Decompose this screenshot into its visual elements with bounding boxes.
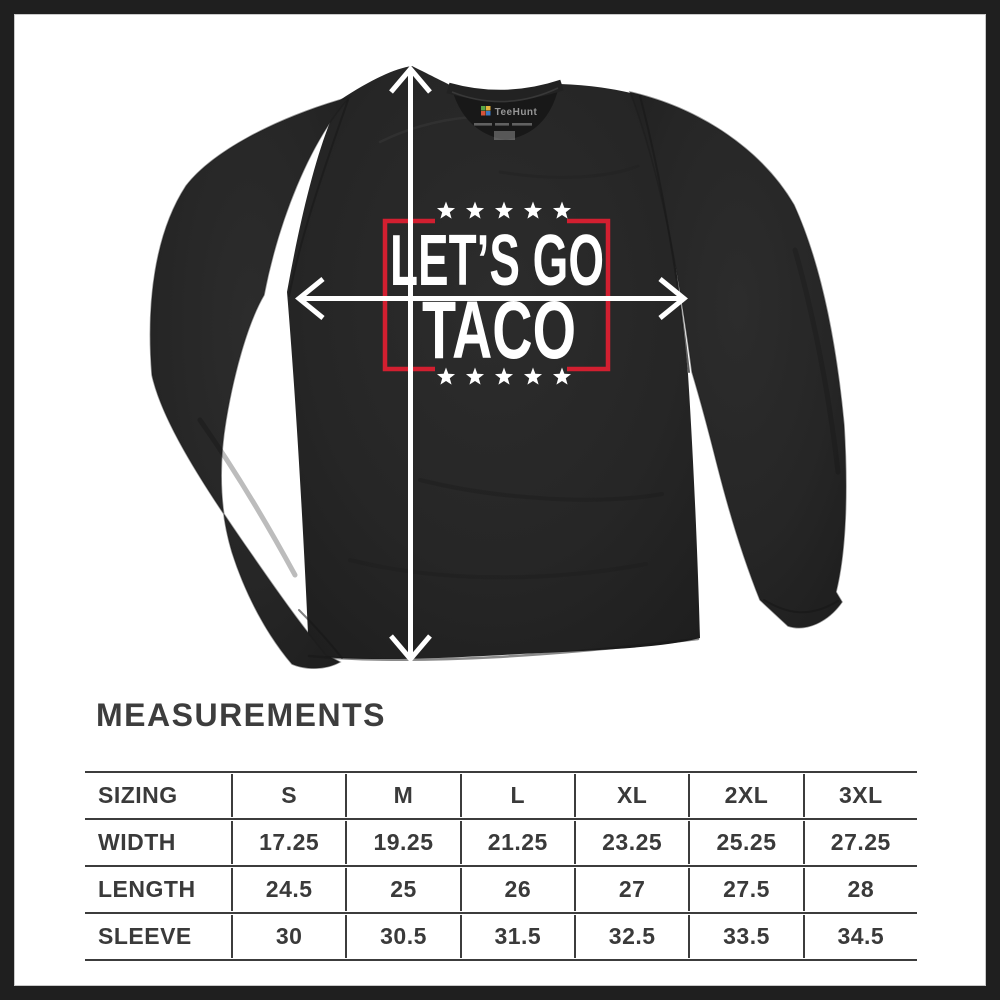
cell-value: 24.5	[231, 868, 345, 911]
design-text-line1: LET’S GO	[390, 221, 604, 301]
cell-value: 27.5	[688, 868, 802, 911]
arrow-left-icon	[295, 277, 325, 320]
table-row-length: LENGTH 24.5 25 26 27 27.5 28	[85, 865, 917, 912]
cell-value: 27.25	[802, 821, 917, 864]
label-fine-print	[474, 123, 492, 126]
label-fine-print	[512, 123, 532, 126]
cell-value: 32.5	[574, 915, 688, 958]
arrow-down-icon	[389, 634, 432, 663]
row-label: SLEEVE	[98, 923, 192, 949]
brand-logo-icon	[481, 111, 486, 116]
width-measure-arrow	[295, 277, 688, 320]
table-row-sleeve: SLEEVE 30 30.5 31.5 32.5 33.5 34.5	[85, 912, 917, 961]
shirt-collar	[446, 79, 564, 140]
cell-value: 30.5	[345, 915, 459, 958]
cell-value: 26	[459, 868, 574, 911]
shirt-left-sleeve	[149, 95, 353, 669]
measurements-heading: MEASUREMENTS	[96, 697, 387, 733]
label-fine-print	[495, 123, 509, 126]
table-row-width: WIDTH 17.25 19.25 21.25 23.25 25.25 27.2…	[85, 818, 917, 865]
shirt-body	[287, 66, 700, 660]
shirt-right-sleeve	[628, 90, 847, 629]
column-header-l: L	[459, 774, 574, 817]
row-label: WIDTH	[98, 829, 176, 855]
column-header-sizing: SIZING	[98, 782, 178, 808]
collar-seam	[451, 87, 559, 103]
cell-value: 30	[231, 915, 345, 958]
cell-value: 21.25	[459, 821, 574, 864]
length-measure-arrow	[389, 65, 432, 663]
cell-value: 28	[802, 868, 917, 911]
label-size-tag	[494, 131, 515, 140]
arrow-right-icon	[658, 277, 688, 320]
cell-value: 19.25	[345, 821, 459, 864]
column-header-3xl: 3XL	[802, 774, 917, 817]
row-label: LENGTH	[98, 876, 196, 902]
neck-label: TeeHunt	[474, 106, 538, 140]
column-header-s: S	[231, 774, 345, 817]
size-chart-table: SIZING S M L XL 2XL 3XL WIDTH 17.25 19.2…	[85, 771, 917, 961]
cell-value: 33.5	[688, 915, 802, 958]
cell-value: 25	[345, 868, 459, 911]
cell-value: 27	[574, 868, 688, 911]
collar-band	[446, 79, 564, 101]
column-header-m: M	[345, 774, 459, 817]
shirt: TeeHunt	[149, 66, 847, 669]
brand-logo-icon	[486, 106, 491, 111]
brand-logo-icon	[486, 111, 491, 116]
cell-value: 17.25	[231, 821, 345, 864]
neck-label-brand: TeeHunt	[495, 107, 538, 118]
cell-value: 23.25	[574, 821, 688, 864]
cell-value: 34.5	[802, 915, 917, 958]
column-header-2xl: 2XL	[688, 774, 802, 817]
arrow-up-icon	[389, 65, 432, 94]
size-table-header-row: SIZING S M L XL 2XL 3XL	[85, 771, 917, 818]
column-header-xl: XL	[574, 774, 688, 817]
brand-logo-icon	[481, 106, 486, 111]
shirt-wrinkles	[197, 95, 841, 662]
cell-value: 25.25	[688, 821, 802, 864]
cell-value: 31.5	[459, 915, 574, 958]
